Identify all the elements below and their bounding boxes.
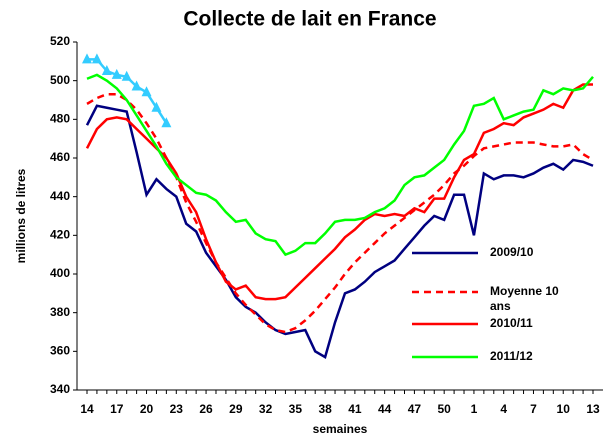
legend-label: 2009/10 — [490, 245, 534, 259]
y-tick-label: 460 — [50, 150, 70, 164]
x-tick-label: 13 — [586, 402, 600, 416]
x-axis-label: semaines — [313, 422, 368, 436]
y-tick-label: 380 — [50, 305, 70, 319]
marker — [91, 53, 102, 64]
x-tick-label: 1 — [471, 402, 478, 416]
y-tick-label: 400 — [50, 266, 70, 280]
marker — [151, 101, 162, 112]
x-tick-label: 38 — [318, 402, 332, 416]
x-tick-label: 47 — [408, 402, 422, 416]
y-tick-label: 440 — [50, 189, 70, 203]
legend-item: 2011/12 — [490, 349, 533, 363]
x-tick-label: 44 — [378, 402, 392, 416]
legend-item: 2010/11 — [490, 316, 533, 330]
series-line — [86, 73, 594, 257]
marker — [141, 86, 152, 97]
x-tick-label: 7 — [530, 402, 537, 416]
series-line — [85, 104, 594, 360]
x-tick-label: 17 — [110, 402, 124, 416]
legend-label: 2010/11 — [490, 316, 533, 330]
legend-label: 2011/12 — [490, 349, 533, 363]
x-tick-label: 32 — [259, 402, 273, 416]
chart-title: Collecte de lait en France — [183, 8, 436, 31]
x-tick-label: 35 — [289, 402, 303, 416]
marker — [121, 70, 132, 81]
legend-item: 2009/10 — [490, 245, 534, 259]
y-tick-label: 520 — [50, 34, 70, 48]
marker — [161, 117, 172, 128]
marker — [111, 68, 122, 79]
x-tick-label: 50 — [437, 402, 451, 416]
x-tick-label: 10 — [557, 402, 571, 416]
legend-label: Moyenne 10 ans — [490, 284, 559, 313]
y-tick-label: 480 — [50, 112, 70, 126]
x-tick-label: 4 — [500, 402, 507, 416]
y-tick-label: 500 — [50, 73, 70, 87]
marker — [82, 53, 92, 64]
y-axis-label: millions de litres — [14, 168, 28, 263]
x-tick-label: 14 — [80, 402, 94, 416]
x-tick-label: 41 — [348, 402, 362, 416]
x-tick-label: 23 — [170, 402, 184, 416]
series-line — [85, 83, 593, 301]
marker — [101, 65, 112, 75]
x-tick-label: 20 — [140, 402, 154, 416]
y-tick-label: 340 — [50, 382, 70, 396]
y-tick-label: 420 — [50, 228, 70, 242]
x-tick-label: 26 — [199, 402, 213, 416]
x-tick-label: 29 — [229, 402, 243, 416]
marker — [131, 80, 142, 91]
legend-item: Moyenne 10 ans — [490, 284, 559, 313]
y-tick-label: 360 — [50, 344, 70, 358]
